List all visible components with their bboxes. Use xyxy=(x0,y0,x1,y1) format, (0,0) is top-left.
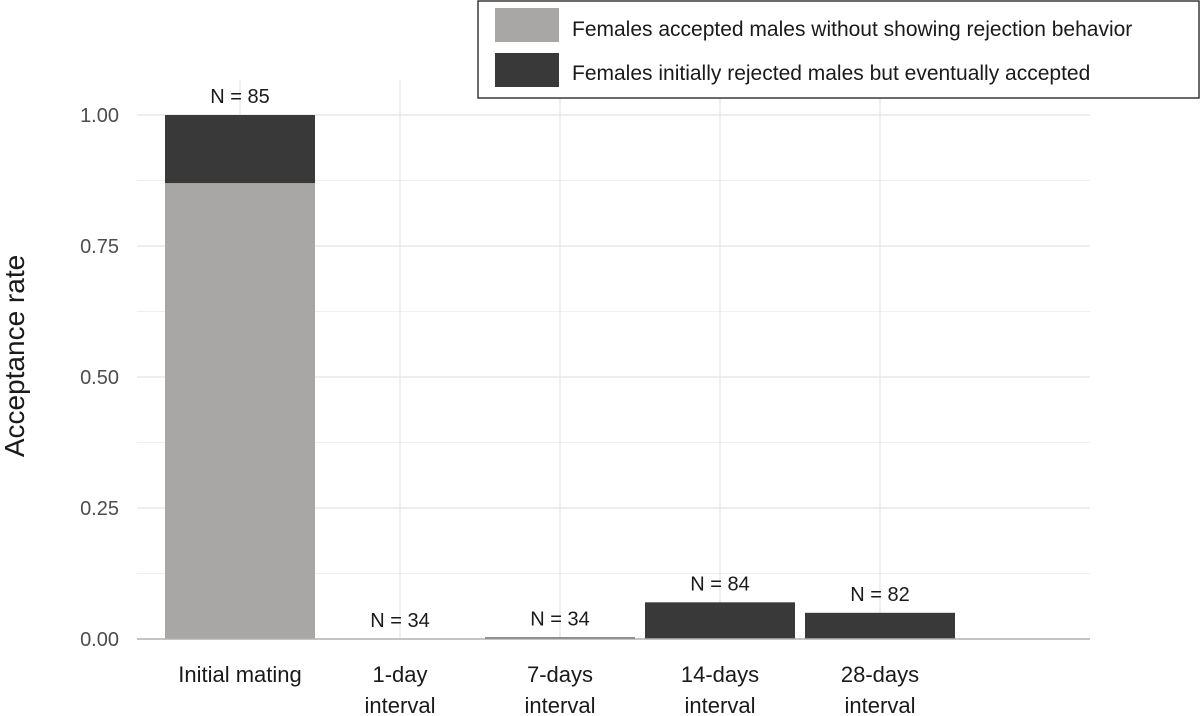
legend-label-accepted: Females accepted males without showing r… xyxy=(572,18,1132,41)
y-axis-label: Acceptance rate xyxy=(0,255,30,457)
x-tick-label: interval xyxy=(845,693,916,716)
x-tick-label: interval xyxy=(685,693,756,716)
y-tick-label: 1.00 xyxy=(80,105,119,127)
x-tick-label: interval xyxy=(525,693,596,716)
n-label: N = 82 xyxy=(850,584,909,606)
bar-segment-rejected xyxy=(165,115,315,184)
x-tick-label: 28-days xyxy=(841,662,919,687)
x-tick-label: 1-day xyxy=(372,662,427,687)
x-tick-label: interval xyxy=(365,693,436,716)
labels: 0.00 0.25 0.50 0.75 1.00 N = 85 Initial mating… xyxy=(80,86,919,716)
x-tick-label: 14-days xyxy=(681,662,759,687)
bars xyxy=(165,115,955,639)
n-label: N = 34 xyxy=(370,610,429,632)
legend-box xyxy=(477,0,1200,99)
bar-segment-rejected xyxy=(805,612,955,639)
y-tick-label: 0.25 xyxy=(80,498,119,520)
bar-segment-accepted xyxy=(165,183,315,639)
y-tick-label: 0.50 xyxy=(80,367,119,389)
x-tick-label: Initial mating xyxy=(178,662,302,687)
legend: Females accepted males without showing r… xyxy=(477,0,1200,99)
legend-swatch-rejected xyxy=(495,53,559,87)
legend-swatch-accepted xyxy=(495,8,559,42)
legend-label-rejected: Females initially rejected males but eve… xyxy=(572,62,1090,85)
bar-segment-rejected xyxy=(485,637,635,639)
bar-segment-rejected xyxy=(645,602,795,639)
n-label: N = 84 xyxy=(690,573,749,595)
y-tick-label: 0.75 xyxy=(80,236,119,258)
n-label: N = 85 xyxy=(210,86,269,108)
y-tick-label: 0.00 xyxy=(80,629,119,651)
n-label: N = 34 xyxy=(530,608,589,630)
x-tick-label: 7-days xyxy=(527,662,593,687)
